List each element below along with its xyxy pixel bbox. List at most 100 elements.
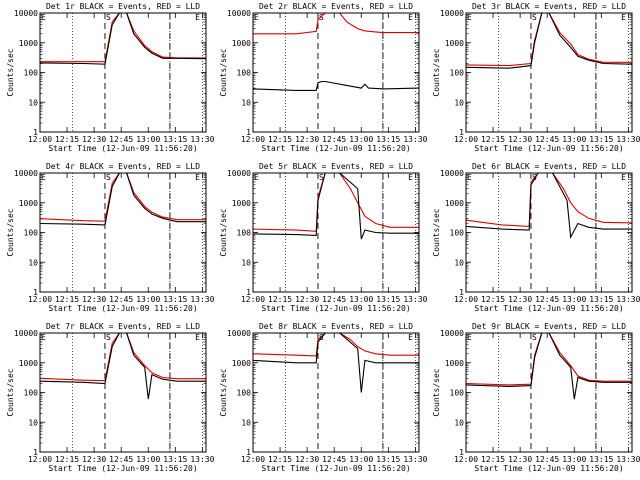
plot-frame: [465, 332, 633, 453]
x-axis-label: Start Time (12-Jun-09 11:56:20): [261, 144, 410, 153]
x-tick-label: 13:00: [562, 135, 586, 144]
panel-det-4: Det 4r BLACK = Events, RED = LLD 1 10 100 10…: [6, 162, 215, 313]
x-tick-label: 13:15: [376, 295, 400, 304]
x-tick-label: 12:30: [295, 135, 319, 144]
series-line-lld: [253, 13, 419, 35]
x-tick-label: 12:15: [268, 135, 292, 144]
x-tick-label: 12:30: [508, 295, 532, 304]
series-line-events: [253, 80, 419, 91]
y-tick-label: 10: [28, 98, 38, 107]
y-tick-label: 10000: [227, 169, 251, 178]
x-tick-label: 12:45: [109, 135, 133, 144]
marker-label-start: S: [319, 173, 324, 182]
x-tick-label: 12:00: [241, 295, 265, 304]
series-line-lld: [466, 333, 632, 386]
x-axis-label: Start Time (12-Jun-09 11:56:20): [261, 464, 410, 473]
series-line-events: [253, 333, 419, 393]
x-axis-label: Start Time (12-Jun-09 11:56:20): [48, 144, 197, 153]
plot-frame: [465, 12, 633, 133]
x-tick-label: 12:00: [454, 295, 478, 304]
y-tick-label: 10000: [14, 169, 38, 178]
x-tick-label: 13:30: [616, 455, 640, 464]
x-axis-label: Start Time (12-Jun-09 11:56:20): [48, 464, 197, 473]
series-line-lld: [40, 173, 206, 222]
y-tick-label: 100: [24, 229, 39, 238]
y-axis-label: Counts/sec: [219, 48, 228, 96]
x-tick-label: 12:00: [454, 455, 478, 464]
x-tick-label: 12:30: [295, 455, 319, 464]
x-tick-label: 12:15: [55, 135, 79, 144]
x-tick-label: 12:30: [508, 135, 532, 144]
series-line-lld: [253, 173, 419, 232]
y-tick-label: 1000: [232, 39, 251, 48]
y-tick-label: 1000: [445, 359, 464, 368]
y-axis-label: Counts/sec: [219, 368, 228, 416]
y-axis-label: Counts/sec: [432, 48, 441, 96]
series-line-events: [40, 13, 206, 65]
y-tick-label: 10000: [440, 169, 464, 178]
y-tick-label: 10: [454, 418, 464, 427]
x-tick-label: 13:15: [163, 135, 187, 144]
y-tick-label: 1: [33, 128, 38, 137]
x-tick-label: 13:00: [349, 135, 373, 144]
x-axis-label: Start Time (12-Jun-09 11:56:20): [474, 464, 623, 473]
marker-label-end: E: [621, 173, 626, 182]
y-tick-label: 10000: [440, 329, 464, 338]
y-axis-label: Counts/sec: [6, 368, 15, 416]
y-tick-label: 10: [241, 98, 251, 107]
marker-label-start: S: [106, 333, 111, 342]
y-tick-label: 1: [246, 288, 251, 297]
x-tick-label: 13:15: [376, 135, 400, 144]
series-line-lld: [253, 333, 419, 357]
marker-label-left: E: [467, 173, 472, 182]
series-group: [466, 173, 632, 239]
y-tick-label: 1: [246, 128, 251, 137]
y-tick-label: 100: [237, 229, 252, 238]
plot-frame: [465, 172, 633, 293]
series-line-events: [40, 333, 206, 400]
x-tick-label: 13:15: [589, 455, 613, 464]
marker-label-left: E: [41, 333, 46, 342]
x-tick-label: 13:00: [562, 455, 586, 464]
x-tick-label: 13:15: [163, 295, 187, 304]
y-tick-label: 10: [454, 258, 464, 267]
x-tick-label: 12:15: [481, 455, 505, 464]
y-tick-label: 10000: [440, 9, 464, 18]
y-tick-label: 10000: [227, 9, 251, 18]
x-tick-label: 12:15: [481, 135, 505, 144]
y-tick-label: 10: [241, 258, 251, 267]
x-tick-label: 12:30: [508, 455, 532, 464]
x-tick-label: 13:00: [136, 295, 160, 304]
x-tick-label: 12:00: [241, 455, 265, 464]
marker-label-left: E: [41, 13, 46, 22]
marker-label-start: S: [532, 333, 537, 342]
y-tick-label: 10000: [14, 329, 38, 338]
series-group: [466, 13, 632, 69]
x-tick-label: 12:30: [82, 295, 106, 304]
marker-label-end: E: [195, 13, 200, 22]
y-tick-label: 1000: [232, 199, 251, 208]
x-tick-label: 13:30: [616, 295, 640, 304]
plot-frame: [252, 332, 420, 453]
x-tick-label: 13:00: [136, 455, 160, 464]
y-tick-label: 1000: [445, 39, 464, 48]
x-tick-label: 13:30: [190, 455, 214, 464]
y-tick-label: 100: [24, 389, 39, 398]
y-tick-label: 1000: [19, 359, 38, 368]
marker-label-end: E: [408, 173, 413, 182]
marker-label-end: E: [408, 13, 413, 22]
panel-det-8: Det 8r BLACK = Events, RED = LLD 1 10 100 10…: [219, 322, 428, 473]
x-tick-label: 12:45: [322, 295, 346, 304]
x-tick-label: 13:00: [349, 455, 373, 464]
x-axis-label: Start Time (12-Jun-09 11:56:20): [48, 304, 197, 313]
x-tick-label: 12:00: [28, 295, 52, 304]
x-tick-label: 12:45: [535, 135, 559, 144]
x-tick-label: 13:15: [163, 455, 187, 464]
y-tick-label: 10000: [14, 9, 38, 18]
x-tick-label: 12:30: [295, 295, 319, 304]
y-tick-label: 1: [459, 448, 464, 457]
x-tick-label: 13:15: [589, 135, 613, 144]
y-tick-label: 100: [24, 69, 39, 78]
panel-det-9: Det 9r BLACK = Events, RED = LLD 1 10 100 10…: [432, 322, 640, 473]
